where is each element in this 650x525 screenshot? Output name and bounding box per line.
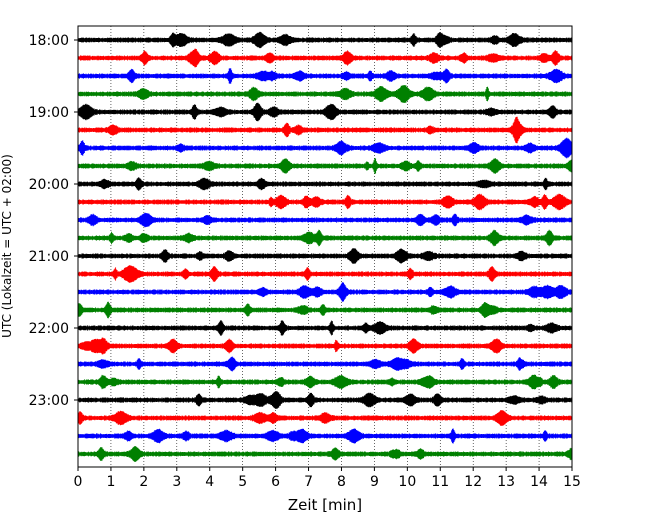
y-tick-label: 20:00 — [29, 177, 69, 193]
seismogram-trace — [77, 391, 573, 409]
plot-frame — [77, 25, 573, 468]
x-tick-label: 9 — [370, 474, 379, 490]
x-tick-label: 13 — [497, 474, 515, 490]
seismogram-trace — [77, 158, 573, 174]
seismogram-trace — [77, 356, 573, 372]
y-tick-label: 18:00 — [29, 33, 69, 49]
seismogram-trace — [77, 102, 573, 122]
y-tick-label: 21:00 — [29, 249, 69, 265]
x-tick-label: 6 — [271, 474, 280, 490]
x-axis-ticks: 0 1 2 3 4 5 6 7 8 9 10 11 12 13 14 15 — [74, 467, 581, 490]
seismogram-trace — [77, 31, 573, 49]
seismogram-trace — [77, 282, 573, 302]
seismogram-trace — [77, 212, 573, 228]
seismogram-trace — [77, 265, 573, 283]
x-tick-label: 11 — [431, 474, 449, 490]
seismogram-trace — [77, 137, 573, 159]
seismogram-trace — [77, 374, 573, 390]
y-tick-label: 19:00 — [29, 105, 69, 121]
x-tick-label: 15 — [563, 474, 581, 490]
x-tick-label: 2 — [139, 474, 148, 490]
x-tick-label: 0 — [74, 474, 83, 490]
seismogram-trace — [77, 229, 573, 247]
x-tick-label: 3 — [172, 474, 181, 490]
x-axis-label: Zeit [min] — [288, 496, 362, 514]
trace-layer — [77, 31, 573, 462]
seismogram-trace — [77, 337, 573, 355]
y-axis-ticks: 18:00 19:00 20:00 21:00 22:00 23:00 — [29, 33, 78, 409]
x-tick-label: 7 — [304, 474, 313, 490]
seismogram-trace — [77, 446, 573, 462]
x-tick-label: 8 — [337, 474, 346, 490]
y-tick-label: 22:00 — [29, 321, 69, 337]
seismogram-trace — [77, 48, 573, 68]
seismogram-trace — [77, 177, 573, 191]
seismogram-trace — [77, 85, 573, 103]
seismogram-trace — [77, 248, 573, 264]
x-tick-label: 5 — [238, 474, 247, 490]
x-tick-label: 12 — [464, 474, 482, 490]
seismogram-trace — [77, 193, 573, 211]
seismogram-trace — [77, 68, 573, 84]
seismogram-trace — [77, 410, 573, 426]
seismogram-trace — [77, 116, 573, 144]
y-axis-label: UTC (Lokalzeit = UTC + 02:00) — [0, 154, 14, 338]
x-tick-label: 1 — [106, 474, 115, 490]
seismogram-trace — [77, 428, 573, 444]
seismogram-trace — [77, 320, 573, 336]
x-tick-label: 10 — [398, 474, 416, 490]
y-tick-label: 23:00 — [29, 393, 69, 409]
x-tick-label: 4 — [205, 474, 214, 490]
seismogram-trace — [77, 301, 573, 319]
x-tick-label: 14 — [530, 474, 548, 490]
